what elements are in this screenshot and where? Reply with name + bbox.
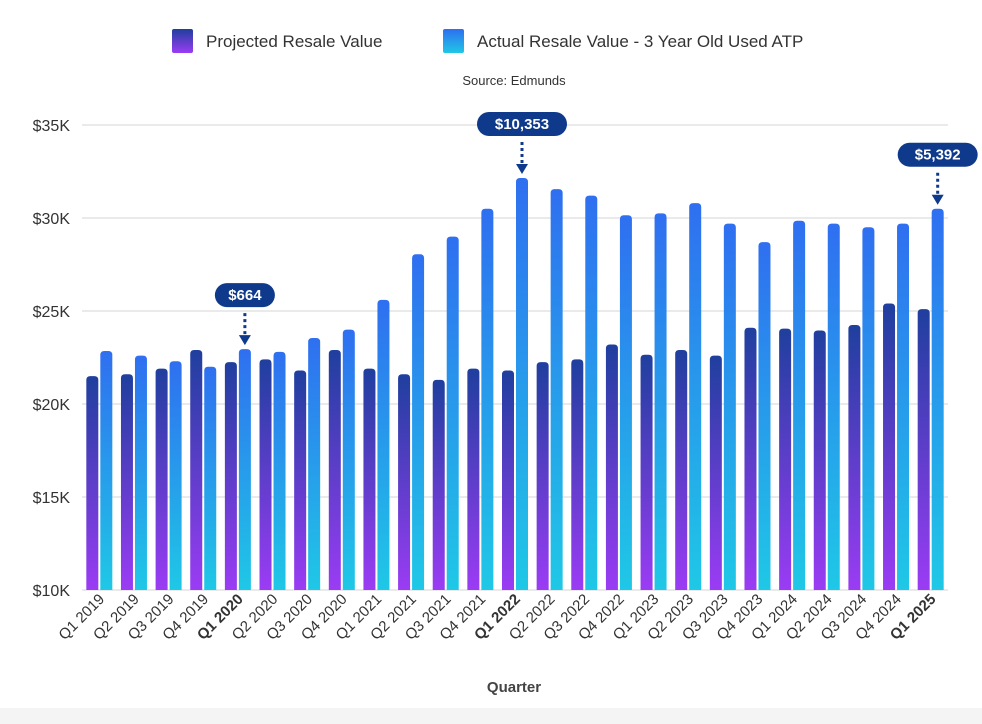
bar-actual-q4-2024	[897, 223, 910, 590]
annotation-arrowhead	[238, 335, 251, 346]
bar-actual-q3-2021	[446, 236, 459, 590]
bar-projected-q4-2024	[883, 303, 896, 590]
x-axis-title: Quarter	[487, 679, 541, 696]
bar-projected-q2-2021	[398, 374, 411, 590]
bar-actual-q1-2023	[654, 213, 667, 590]
legend-label-1: Projected Resale Value	[206, 32, 382, 51]
legend-label-2: Actual Resale Value - 3 Year Old Used AT…	[477, 32, 803, 51]
bar-projected-q4-2021	[467, 368, 480, 590]
bar-projected-q4-2022	[605, 344, 618, 590]
chart-svg: Projected Resale Value Actual Resale Valu…	[33, 29, 978, 696]
bar-actual-q1-2022	[516, 178, 528, 590]
chart-source: Source: Edmunds	[462, 73, 566, 88]
annotation-arrowhead	[931, 194, 944, 205]
bar-projected-q1-2020	[224, 362, 237, 590]
bar-actual-q3-2020	[308, 337, 321, 590]
y-tick-label: $15K	[33, 490, 71, 507]
annotations: $664 $10,353 $5,392	[214, 112, 978, 346]
bar-projected-q1-2021	[363, 368, 376, 590]
bar-projected-q1-2019	[86, 376, 99, 590]
y-tick-label: $30K	[33, 211, 71, 228]
bar-projected-q3-2022	[571, 359, 584, 590]
bar-actual-q1-2019	[100, 350, 113, 590]
bar-actual-q4-2022	[619, 215, 632, 590]
chart: Projected Resale Value Actual Resale Valu…	[33, 29, 978, 696]
bar-projected-q4-2023	[744, 327, 757, 590]
bar-projected-q4-2020	[328, 350, 341, 590]
bar-actual-q4-2021	[481, 208, 494, 590]
bar-actual-q2-2022	[550, 189, 563, 591]
annotation-pill	[477, 112, 567, 137]
bar-actual-q3-2019	[169, 361, 182, 590]
bar-projected-q2-2020	[259, 359, 272, 590]
bar-projected-q1-2023	[640, 354, 653, 590]
annotation-label: $10,353	[495, 116, 549, 133]
legend-swatch-2	[443, 29, 464, 53]
bar-actual-q3-2024	[862, 227, 875, 591]
bar-actual-q4-2019	[204, 366, 217, 590]
bar-projected-q2-2024	[813, 330, 826, 590]
bar-actual-q2-2024	[827, 223, 840, 590]
legend-swatch-1	[172, 29, 193, 53]
annotation-pill	[214, 283, 275, 308]
bar-projected-q3-2021	[432, 379, 445, 590]
y-tick-label: $20K	[33, 397, 71, 414]
bar-projected-q3-2019	[155, 368, 168, 590]
bar-actual-q2-2020	[273, 351, 286, 590]
bar-projected-q1-2024	[779, 328, 792, 590]
bar-projected-q3-2023	[709, 355, 722, 590]
bar-projected-q2-2022	[536, 362, 549, 590]
bar-actual-q1-2025	[931, 208, 944, 590]
bar-actual-q1-2021	[377, 299, 390, 590]
annotation-q1-2020: $664	[214, 283, 275, 346]
y-tick-label: $25K	[33, 304, 71, 321]
bar-projected-q1-2022	[502, 370, 514, 590]
bar-actual-q3-2023	[723, 223, 736, 590]
bar-actual-q2-2023	[689, 203, 702, 590]
footer-strip	[0, 708, 982, 724]
bar-projected-q3-2024	[848, 324, 861, 590]
annotation-q1-2025: $5,392	[897, 142, 978, 205]
annotation-pill	[897, 142, 978, 167]
bar-actual-q1-2020	[238, 349, 251, 590]
annotation-q1-2022: $10,353	[477, 112, 567, 175]
bar-projected-q2-2023	[675, 350, 688, 590]
bar-actual-q3-2022	[585, 195, 598, 590]
bar-projected-q4-2019	[190, 350, 203, 590]
y-axis: $10K $15K $20K $25K $30K $35K	[33, 118, 71, 600]
y-tick-label: $35K	[33, 118, 71, 135]
annotation-label: $5,392	[915, 147, 961, 164]
bar-actual-q1-2024	[793, 220, 806, 591]
bar-actual-q2-2019	[134, 355, 147, 590]
bar-projected-q1-2025	[917, 309, 930, 590]
annotation-label: $664	[228, 287, 262, 304]
bars	[86, 178, 944, 591]
bar-projected-q2-2019	[120, 374, 133, 590]
bar-actual-q4-2020	[342, 329, 355, 590]
annotation-arrowhead	[516, 164, 528, 175]
legend: Projected Resale Value Actual Resale Valu…	[172, 29, 803, 53]
bar-actual-q2-2021	[412, 254, 425, 590]
bar-actual-q4-2023	[758, 242, 771, 590]
y-tick-label: $10K	[33, 583, 71, 600]
bar-projected-q3-2020	[294, 370, 307, 590]
